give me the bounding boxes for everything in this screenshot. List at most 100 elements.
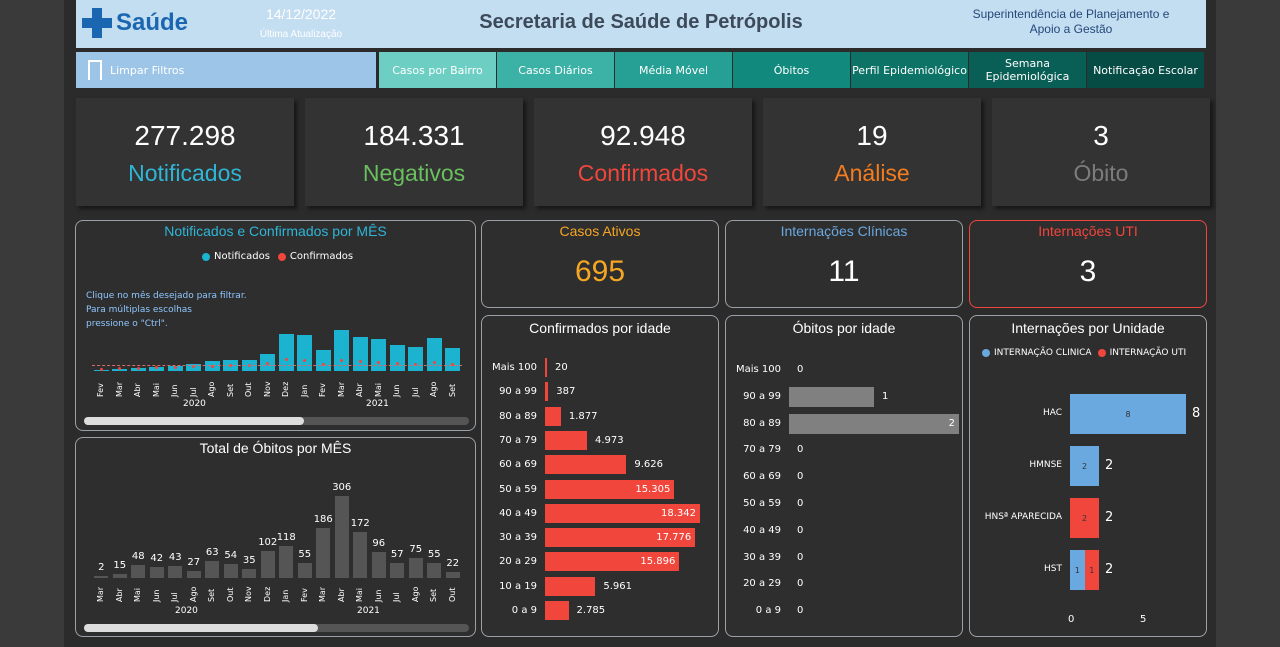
confirmed-point[interactable]: [377, 360, 381, 364]
death-bar[interactable]: [316, 528, 331, 578]
death-bar[interactable]: [353, 531, 368, 578]
scrollbar-thumb[interactable]: [84, 624, 318, 632]
confirmed-point[interactable]: [266, 362, 270, 366]
age-bar[interactable]: [545, 503, 700, 523]
death-bar[interactable]: [242, 568, 257, 578]
age-bar[interactable]: [545, 382, 549, 402]
confirmed-point[interactable]: [136, 366, 140, 370]
notified-bar[interactable]: [389, 345, 405, 371]
death-bar[interactable]: [371, 552, 386, 578]
clear-filters-button[interactable]: Limpar Filtros: [76, 52, 376, 88]
death-bar[interactable]: [260, 550, 275, 578]
tab-2[interactable]: Casos Diários: [497, 52, 614, 88]
death-bar[interactable]: [334, 496, 349, 578]
death-bar[interactable]: [279, 546, 294, 578]
icu-bar[interactable]: 2: [1070, 498, 1099, 538]
subtitle-line-1: Superintendência de Planejamento e: [972, 7, 1170, 21]
confirmed-point[interactable]: [155, 366, 159, 370]
confirmed-point[interactable]: [321, 362, 325, 366]
monthly-cases-chart[interactable]: [92, 319, 462, 371]
age-bar[interactable]: [545, 406, 561, 426]
month-label: Dez: [281, 381, 291, 397]
confirmed-point[interactable]: [192, 365, 196, 369]
death-bar[interactable]: [427, 563, 442, 578]
death-bar[interactable]: [408, 557, 423, 578]
age-bar[interactable]: [545, 455, 627, 475]
age-bar[interactable]: [545, 528, 696, 548]
age-bar[interactable]: [545, 552, 680, 572]
age-bar-value: 0: [797, 444, 804, 456]
confirmed-point[interactable]: [395, 362, 399, 366]
hint-line-1: Clique no mês desejado para filtrar.: [86, 291, 247, 301]
confirmed-point[interactable]: [210, 364, 214, 368]
confirmed-point[interactable]: [432, 360, 436, 364]
clinical-bar[interactable]: 2: [1070, 446, 1099, 486]
monthly-deaths-chart[interactable]: 2 15 48 42 43 27 63 54 35 102 118 55 186 306 172 96 57 75…: [92, 468, 462, 578]
age-group-label: 30 a 39: [743, 551, 781, 563]
confirmed-point[interactable]: [99, 367, 103, 371]
death-bar[interactable]: [445, 572, 460, 578]
month-label: Jul: [410, 387, 420, 397]
notified-bar[interactable]: [426, 337, 442, 371]
tab-4[interactable]: Óbitos: [733, 52, 850, 88]
notified-bar[interactable]: [352, 336, 368, 371]
notified-bar[interactable]: [445, 348, 461, 371]
death-bar[interactable]: [297, 563, 312, 578]
scrollbar-thumb[interactable]: [84, 417, 304, 425]
admissions-by-unit-chart[interactable]: HAC 8 8 HMNSE 2 2 HNSª APARECIDA 2 2 HST 1 1 2: [970, 386, 1208, 616]
age-bar[interactable]: [545, 479, 675, 499]
deaths-by-age-chart[interactable]: Mais 100 0 90 a 99 1 80 a 89 2 70 a 79 0 60 a 69…: [726, 360, 964, 630]
confirmed-point[interactable]: [173, 365, 177, 369]
death-bar[interactable]: [223, 563, 238, 578]
notified-bar[interactable]: [297, 334, 313, 371]
tab-6[interactable]: Semana Epidemiológica: [969, 52, 1086, 88]
axis-tick-5: 5: [1140, 614, 1147, 625]
confirmed-by-age-chart[interactable]: Mais 100 20 90 a 99 387 80 a 89 1.877 70 a 79 4…: [482, 358, 720, 628]
death-bar[interactable]: [131, 565, 146, 578]
death-bar[interactable]: [205, 561, 220, 578]
confirmed-point[interactable]: [284, 358, 288, 362]
confirmed-point[interactable]: [414, 362, 418, 366]
admissions-by-unit-title: Internações por Unidade: [1011, 320, 1165, 336]
kpi-value: 19: [856, 120, 888, 151]
kpi-value: 3: [1093, 120, 1109, 151]
death-bar[interactable]: [94, 576, 109, 578]
tab-7[interactable]: Notificação Escolar: [1087, 52, 1204, 88]
month-label: Jul: [188, 387, 198, 397]
confirmed-point[interactable]: [303, 358, 307, 362]
notified-bar[interactable]: [371, 338, 387, 371]
confirmed-point[interactable]: [358, 360, 362, 363]
navigation-bar: Limpar Filtros Casos por Bairro Casos Diá…: [76, 52, 1206, 88]
age-bar[interactable]: [545, 576, 596, 596]
age-bar[interactable]: [789, 413, 959, 434]
notified-bar[interactable]: [334, 330, 350, 371]
notified-bar[interactable]: [315, 350, 331, 371]
death-bar[interactable]: [390, 562, 405, 578]
death-bar-value: 57: [390, 548, 404, 560]
clinical-bar[interactable]: 8: [1070, 394, 1186, 434]
confirmed-point[interactable]: [118, 367, 122, 371]
tab-3[interactable]: Média Móvel: [615, 52, 732, 88]
death-bar[interactable]: [149, 566, 164, 578]
death-bar[interactable]: [112, 573, 127, 578]
age-bar[interactable]: [789, 386, 874, 407]
age-bar[interactable]: [545, 601, 569, 620]
notified-bar[interactable]: [408, 347, 424, 371]
death-bar[interactable]: [186, 570, 201, 578]
monthly-deaths-scrollbar[interactable]: [84, 624, 469, 632]
death-bar-value: 172: [350, 517, 370, 529]
clinical-bar[interactable]: 1: [1070, 550, 1085, 590]
age-bar[interactable]: [545, 358, 547, 377]
tab-1[interactable]: Casos por Bairro: [379, 52, 496, 88]
year-label-2020: 2020: [175, 606, 198, 616]
confirmed-point[interactable]: [340, 358, 344, 362]
notified-bar[interactable]: [278, 333, 294, 371]
icu-bar[interactable]: 1: [1084, 550, 1099, 590]
unit-total: 8: [1192, 406, 1201, 421]
confirmed-point[interactable]: [451, 362, 455, 366]
monthly-cases-scrollbar[interactable]: [84, 417, 469, 425]
tab-5[interactable]: Perfil Epidemiológico: [851, 52, 968, 88]
month-label: Jun: [170, 384, 180, 398]
death-bar[interactable]: [168, 566, 183, 578]
age-bar[interactable]: [545, 430, 588, 450]
